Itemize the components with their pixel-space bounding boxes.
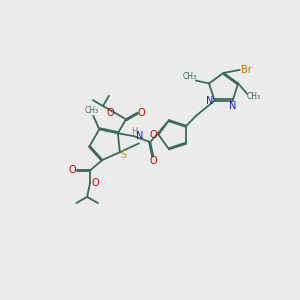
Text: N: N: [136, 131, 143, 141]
Text: S: S: [120, 150, 127, 160]
Text: CH₃: CH₃: [182, 73, 197, 82]
Text: O: O: [107, 108, 114, 118]
Text: O: O: [68, 165, 76, 176]
Text: Br: Br: [241, 65, 252, 75]
Text: O: O: [149, 156, 157, 166]
Text: CH₃: CH₃: [246, 92, 260, 101]
Text: O: O: [138, 108, 146, 118]
Text: CH₃: CH₃: [85, 106, 99, 115]
Text: O: O: [149, 130, 157, 140]
Text: O: O: [92, 178, 99, 188]
Text: N: N: [229, 101, 236, 111]
Text: H: H: [131, 127, 138, 136]
Text: N: N: [206, 96, 213, 106]
